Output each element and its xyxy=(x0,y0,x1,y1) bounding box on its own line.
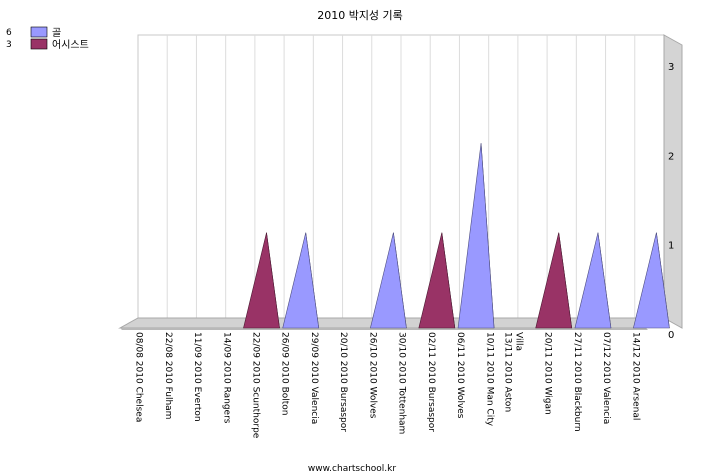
side-wall xyxy=(663,34,683,329)
x-tick-label: 30/10 2010 Tottenham xyxy=(397,332,407,434)
x-tick-label: 22/09 2010 Scunthorpe xyxy=(251,332,261,439)
cone-assist xyxy=(418,232,456,329)
plot-area: 0 1 2 3 08/08 2010 Chelsea 22/08 2010 Fulham 1… xyxy=(118,34,683,439)
x-tick-label: 14/12 2010 Arsenal xyxy=(630,332,640,420)
x-tick-label: 11/09 2010 Everton xyxy=(192,332,202,422)
cone-assist xyxy=(535,232,573,329)
x-tick-label-text: 14/09 2010 Rangers xyxy=(221,332,231,424)
cone-goal xyxy=(633,232,670,329)
x-tick-label: 10/11 2010 Man City xyxy=(484,332,494,427)
x-tick-label: 06/11 2010 Wolves xyxy=(455,332,465,419)
legend-label: 골 xyxy=(52,27,61,39)
x-tick-label: 02/11 2010 Bursaspor xyxy=(426,332,436,432)
x-tick-label-text: Villa xyxy=(514,332,524,351)
x-tick-label-text: 08/08 2010 Chelsea xyxy=(134,332,144,422)
legend-label: 어시스트 xyxy=(52,39,89,51)
y-tick-label: 2 xyxy=(668,151,674,162)
cone-assist xyxy=(243,232,280,329)
legend-total: 3 xyxy=(6,40,12,50)
legend-swatch xyxy=(30,38,48,50)
x-tick-label-text: 26/09 2010 Bolton xyxy=(280,332,290,415)
x-tick-label-text: 22/09 2010 Scunthorpe xyxy=(251,332,261,439)
x-tick-label-text: 11/09 2010 Everton xyxy=(192,332,202,422)
x-tick-label-text: 07/12 2010 Valencia xyxy=(601,332,611,424)
x-tick-label-text: 26/10 2010 Wolves xyxy=(367,332,377,419)
x-tick-label: 27/11 2010 Blackburn xyxy=(572,332,582,432)
cone-goal xyxy=(574,232,612,329)
x-tick-label-text: 10/11 2010 Man City xyxy=(484,332,494,427)
y-tick-label: 0 xyxy=(668,330,674,341)
x-tick-label-text: 30/10 2010 Tottenham xyxy=(397,332,407,434)
x-tick-label: 07/12 2010 Valencia xyxy=(601,332,611,424)
footer-credit: www.chartschool.kr xyxy=(308,464,396,474)
x-tick-label: 14/09 2010 Rangers xyxy=(221,332,231,424)
legend-swatch xyxy=(30,26,48,38)
y-tick-label: 3 xyxy=(668,62,674,73)
x-tick-label: 08/08 2010 Chelsea xyxy=(134,332,144,422)
x-tick-label: 29/09 2010 Valencia xyxy=(309,332,319,424)
cone-goal xyxy=(282,232,320,329)
x-tick-label: 20/11 2010 Wigan xyxy=(543,332,553,415)
chart-title: 2010 박지성 기록 xyxy=(317,9,403,22)
x-tick-label-text: 14/12 2010 Arsenal xyxy=(630,332,640,420)
x-tick-label-text: 27/11 2010 Blackburn xyxy=(572,332,582,432)
x-tick-label: 26/10 2010 Wolves xyxy=(367,332,377,419)
x-tick-label: 20/10 2010 Bursaspor xyxy=(338,332,348,432)
x-tick-label-text: 20/10 2010 Bursaspor xyxy=(338,332,348,432)
cone-goal xyxy=(370,232,407,329)
legend-total: 6 xyxy=(6,28,12,38)
x-tick-label-text: 20/11 2010 Wigan xyxy=(543,332,553,415)
floor-edge xyxy=(120,328,648,330)
legend: 6 골 3 어시스트 xyxy=(6,26,89,51)
x-tick-label-text: 02/11 2010 Bursaspor xyxy=(426,332,436,432)
x-tick-label: 26/09 2010 Bolton xyxy=(280,332,290,415)
x-tick-label: 22/08 2010 Fulham xyxy=(163,332,173,419)
x-tick-label-text: 06/11 2010 Wolves xyxy=(455,332,465,419)
x-tick-label-text: 22/08 2010 Fulham xyxy=(163,332,173,419)
cone-goal xyxy=(457,143,495,329)
y-tick-label: 1 xyxy=(668,241,674,252)
x-tick-label-text: 13/11 2010 Aston xyxy=(503,332,513,412)
x-tick-label-text: 29/09 2010 Valencia xyxy=(309,332,319,424)
